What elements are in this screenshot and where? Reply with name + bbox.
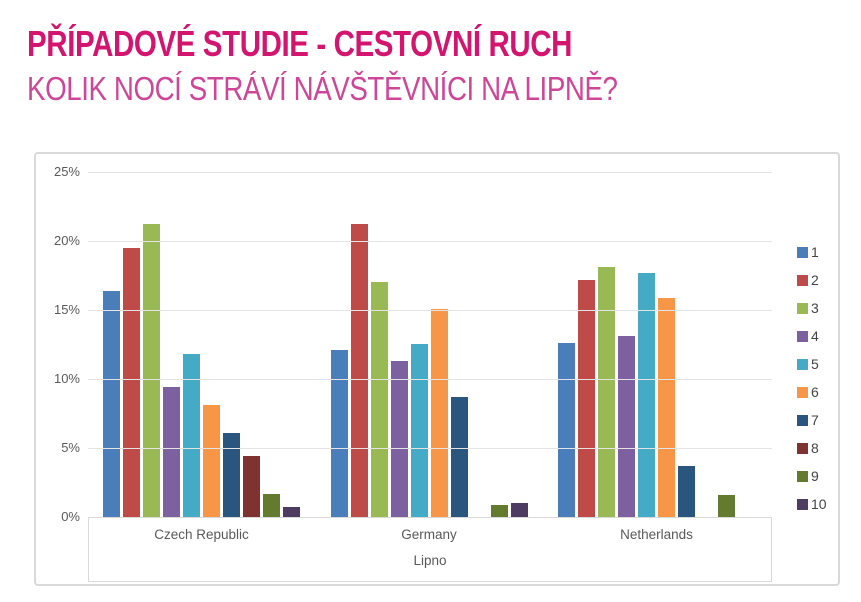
- legend-item-5: 5: [797, 350, 827, 378]
- bar-series-1: [330, 350, 348, 517]
- legend-swatch-icon: [797, 302, 808, 314]
- y-tick-label: 20%: [53, 233, 80, 248]
- legend-label: 9: [811, 468, 819, 484]
- legend-item-6: 6: [797, 378, 827, 406]
- y-tick-label: 15%: [53, 302, 80, 317]
- bar-series-4: [390, 361, 408, 517]
- bar-series-6: [658, 298, 675, 517]
- category-label-czech-republic: Czech Republic: [154, 527, 249, 542]
- bar-series-7: [678, 466, 695, 517]
- bar-series-5: [410, 344, 428, 517]
- y-tick-label: 25%: [53, 164, 80, 179]
- bar-series-7: [450, 397, 468, 517]
- legend-label: 3: [811, 300, 819, 316]
- legend-item-2: 2: [797, 266, 827, 294]
- bar-group-netherlands: [558, 172, 755, 517]
- legend-label: 1: [811, 244, 819, 260]
- bar-series-3: [598, 267, 615, 517]
- legend-swatch-icon: [797, 358, 808, 370]
- bar-series-6: [430, 309, 448, 517]
- legend-label: 2: [811, 272, 819, 288]
- bar-series-2: [123, 248, 140, 517]
- bar-series-8: [243, 456, 260, 517]
- bar-series-4: [163, 387, 180, 517]
- page-title: PŘÍPADOVÉ STUDIE - CESTOVNÍ RUCH: [27, 23, 573, 64]
- legend-item-4: 4: [797, 322, 827, 350]
- gridline-5: [88, 448, 772, 449]
- legend-swatch-icon: [797, 498, 808, 510]
- bar-group-czech-republic: [103, 172, 300, 517]
- bar-series-9: [718, 495, 735, 517]
- legend-label: 8: [811, 440, 819, 456]
- bar-series-5: [183, 354, 200, 517]
- legend-swatch-icon: [797, 442, 808, 454]
- bar-series-1: [103, 291, 120, 517]
- legend-item-9: 9: [797, 462, 827, 490]
- bar-groups: [103, 172, 755, 517]
- category-labels-row: Czech Republic Germany Netherlands: [89, 518, 771, 542]
- bar-series-9: [263, 494, 280, 517]
- gridline-20: [88, 241, 772, 242]
- bar-series-2: [350, 224, 368, 517]
- bar-series-10: [283, 507, 300, 517]
- category-label-netherlands: Netherlands: [620, 527, 693, 542]
- chart-frame: 25% 20% 15% 10% 5% 0% Czech Republic Germany Ne…: [34, 152, 840, 586]
- legend-label: 7: [811, 412, 819, 428]
- legend-label: 6: [811, 384, 819, 400]
- legend-swatch-icon: [797, 470, 808, 482]
- legend-swatch-icon: [797, 274, 808, 286]
- legend-swatch-icon: [797, 246, 808, 258]
- plot-area: [88, 172, 772, 518]
- bar-series-4: [618, 336, 635, 517]
- page-subtitle: KOLIK NOCÍ STRÁVÍ NÁVŠTĚVNÍCI NA LIPNĚ?: [27, 69, 618, 107]
- bar-series-1: [558, 343, 575, 517]
- legend-swatch-icon: [797, 330, 808, 342]
- bar-series-2: [578, 280, 595, 517]
- page-header: PŘÍPADOVÉ STUDIE - CESTOVNÍ RUCH KOLIK N…: [27, 24, 730, 108]
- legend-label: 5: [811, 356, 819, 372]
- gridline-25: [88, 172, 772, 173]
- legend-swatch-icon: [797, 386, 808, 398]
- bar-series-3: [370, 282, 388, 517]
- legend-item-10: 10: [797, 490, 827, 518]
- x-axis-box: Czech Republic Germany Netherlands Lipno: [88, 517, 772, 582]
- legend-label: 4: [811, 328, 819, 344]
- bar-series-10: [510, 503, 528, 517]
- bar-group-germany: [330, 172, 528, 517]
- axis-group-label: Lipno: [413, 553, 447, 568]
- legend-swatch-icon: [797, 414, 808, 426]
- bar-series-5: [638, 273, 655, 517]
- legend-label: 10: [811, 496, 827, 512]
- bar-series-6: [203, 405, 220, 517]
- bar-series-3: [143, 224, 160, 517]
- y-tick-label: 5%: [61, 440, 80, 455]
- category-label-germany: Germany: [401, 527, 457, 542]
- legend-item-3: 3: [797, 294, 827, 322]
- legend-item-7: 7: [797, 406, 827, 434]
- legend-item-8: 8: [797, 434, 827, 462]
- y-tick-label: 0%: [61, 509, 80, 524]
- gridline-10: [88, 379, 772, 380]
- bar-series-9: [490, 505, 508, 517]
- y-tick-label: 10%: [53, 371, 80, 386]
- legend: 1 2 3 4 5 6 7 8 9 10: [797, 238, 827, 518]
- legend-item-1: 1: [797, 238, 827, 266]
- gridline-15: [88, 310, 772, 311]
- bar-series-7: [223, 433, 240, 517]
